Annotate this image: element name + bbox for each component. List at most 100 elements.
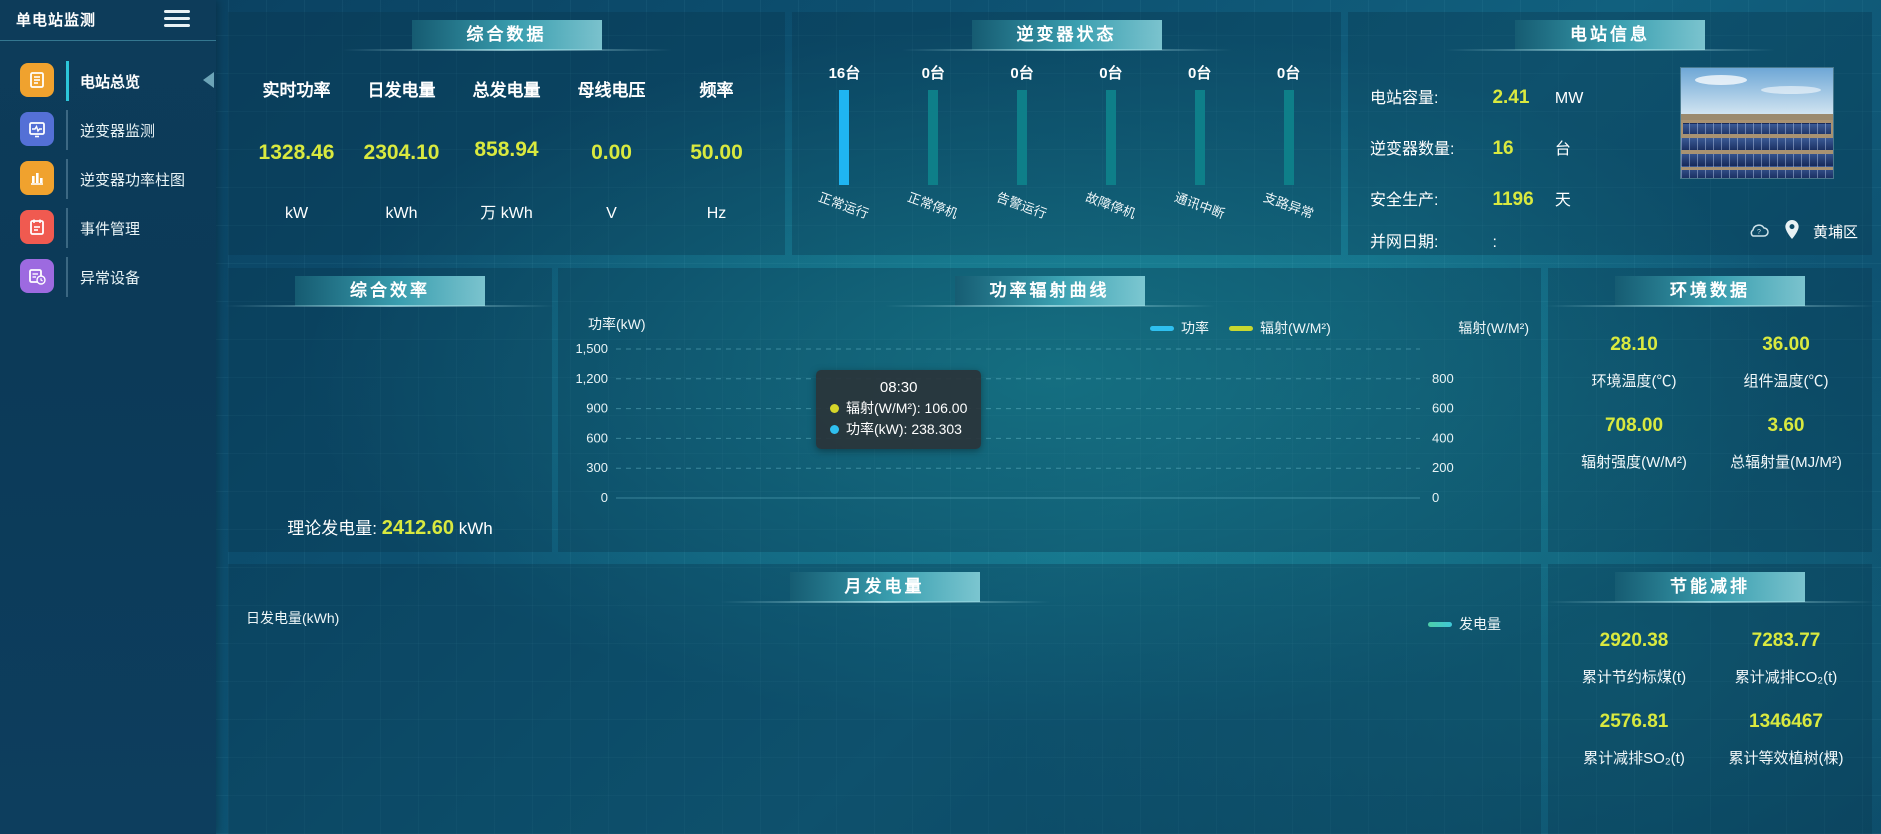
status-col-alarm: 0台 告警运行 xyxy=(978,62,1067,247)
metric-frequency: 频率 50.00 Hz xyxy=(664,64,769,241)
metric-co2-reduced: 7283.77 累计减排CO₂(t) xyxy=(1710,630,1862,687)
legend-item-radiation[interactable]: 辐射(W/M²) xyxy=(1229,318,1331,338)
legend-item-power[interactable]: 功率 xyxy=(1150,318,1209,338)
theory-value: 2412.60 xyxy=(381,517,455,539)
metric-label: 累计减排SO₂(t) xyxy=(1583,750,1685,767)
metric-unit: V xyxy=(606,205,617,222)
inverter-monitor-icon xyxy=(20,112,54,146)
power-bar-chart-icon xyxy=(20,161,54,195)
sidebar-collapse-arrow[interactable] xyxy=(203,72,214,88)
status-bar xyxy=(1017,90,1028,185)
status-count: 0台 xyxy=(1276,65,1301,82)
theoretical-generation-row: 理论发电量: 2412.60 kWh xyxy=(228,514,552,540)
monthly-generation-chart xyxy=(228,564,1541,834)
legend-swatch xyxy=(1229,325,1253,331)
panel-title: 月发电量 xyxy=(719,572,1050,603)
metric-coal-saved: 2920.38 累计节约标煤(t) xyxy=(1558,630,1710,687)
legend-label: 发电量 xyxy=(1459,616,1501,632)
safe-production-row: 安全生产: 1196 天 xyxy=(1370,186,1571,211)
metric-total-radiation: 3.60 总辐射量(MJ/M²) xyxy=(1710,415,1862,472)
panel-title: 电站信息 xyxy=(1445,20,1775,51)
sidebar-item-event-management[interactable]: 事件管理 xyxy=(0,205,216,251)
panel-title: 环境数据 xyxy=(1545,276,1875,307)
metric-unit: kWh xyxy=(385,205,418,222)
tooltip-radiation: 辐射(W/M²): 106.00 xyxy=(830,398,967,419)
metric-unit: 万 kWh xyxy=(480,205,533,222)
legend-label: 功率 xyxy=(1181,320,1209,336)
metric-label: 总发电量 xyxy=(472,81,541,100)
row-label: 安全生产: xyxy=(1370,192,1439,209)
panel-summary-data: 综合数据 实时功率 1328.46 kW 日发电量 2304.10 kWh 总发… xyxy=(228,12,785,255)
status-col-fault-stop: 0台 故障停机 xyxy=(1066,62,1155,247)
inverter-count-row: 逆变器数量: 16 台 xyxy=(1370,135,1571,160)
panel-inverter-status: 逆变器状态 16台 正常运行 0台 正常停机 0台 告警运行 0台 故障停机 xyxy=(792,12,1341,255)
row-label: 并网日期: xyxy=(1370,234,1439,251)
metric-radiation-intensity: 708.00 辐射强度(W/M²) xyxy=(1558,415,1710,472)
status-col-normal-stop: 0台 正常停机 xyxy=(889,62,978,247)
overview-doc-icon xyxy=(20,63,54,97)
status-count: 0台 xyxy=(1010,65,1034,82)
metric-value: 2576.81 xyxy=(1599,711,1669,732)
indicator-line xyxy=(66,257,68,297)
metric-label: 累计等效植树(棵) xyxy=(1728,750,1844,767)
metric-value: 7283.77 xyxy=(1751,630,1821,651)
panel-title: 功率辐射曲线 xyxy=(884,276,1215,307)
status-label: 故障停机 xyxy=(1083,189,1138,222)
metric-label: 母线电压 xyxy=(577,81,646,100)
tooltip-time: 08:30 xyxy=(879,379,918,396)
sidebar-item-inverter-monitor[interactable]: 逆变器监测 xyxy=(0,107,216,153)
panel-title: 综合效率 xyxy=(225,276,555,307)
panel-environment-data: 环境数据 28.10 环境温度(℃) 36.00 组件温度(℃) 708.00 … xyxy=(1545,268,1875,552)
svg-text:400: 400 xyxy=(1432,430,1454,445)
indicator-line xyxy=(66,208,68,248)
status-label: 支路异常 xyxy=(1261,189,1316,222)
status-bar xyxy=(1105,90,1116,185)
theory-unit: kWh xyxy=(458,519,493,538)
metric-value: 1346467 xyxy=(1749,711,1823,732)
panel-title: 综合数据 xyxy=(341,20,672,51)
location-pin-icon xyxy=(1785,220,1799,243)
metric-label: 累计减排CO₂(t) xyxy=(1734,669,1838,686)
metric-bus-voltage: 母线电压 0.00 V xyxy=(559,64,664,241)
station-footer: ? 黄埔区 xyxy=(1747,220,1858,243)
indicator-line xyxy=(66,110,68,150)
status-count: 0台 xyxy=(1188,65,1212,82)
panel-title: 逆变器状态 xyxy=(901,20,1232,51)
legend-item-generation[interactable]: 发电量 xyxy=(1428,614,1501,634)
chart-legend: 功率 辐射(W/M²) xyxy=(1150,318,1331,338)
metric-value: 0.00 xyxy=(591,141,632,164)
sidebar-item-label: 电站总览 xyxy=(80,74,141,91)
sidebar-item-inverter-power-bars[interactable]: 逆变器功率柱图 xyxy=(0,156,216,202)
metric-value: 858.94 xyxy=(474,138,539,161)
svg-text:600: 600 xyxy=(1432,401,1454,416)
metric-value: 28.10 xyxy=(1610,334,1658,355)
weather-icon[interactable]: ? xyxy=(1747,222,1771,242)
sidebar-item-label: 逆变器监测 xyxy=(80,123,156,140)
row-value: 16 xyxy=(1492,138,1514,159)
row-label: 逆变器数量: xyxy=(1370,141,1455,158)
bar-axis-title: 日发电量(kWh) xyxy=(246,610,340,626)
sidebar-item-abnormal-devices[interactable]: 异常设备 xyxy=(0,254,216,300)
power-radiation-chart: 0 0 300 200 600 400 900 600 1,200 800 1,500 xyxy=(575,341,1454,505)
status-bar xyxy=(1283,90,1294,185)
tooltip-power: 功率(kW): 238.303 xyxy=(830,419,967,440)
svg-text:1,200: 1,200 xyxy=(575,371,608,386)
status-count: 0台 xyxy=(921,65,945,82)
metric-label: 环境温度(℃) xyxy=(1591,373,1677,390)
efficiency-gauge xyxy=(228,296,552,536)
status-count: 16台 xyxy=(828,65,861,82)
indicator-line xyxy=(66,159,68,199)
panel-power-radiation-curve: 功率辐射曲线 功率(kW) 辐射(W/M²) 功率 辐射(W/M²) 0 0 300… xyxy=(558,268,1541,552)
metric-value: 1328.46 xyxy=(258,141,335,164)
status-count: 0台 xyxy=(1099,65,1123,82)
hamburger-menu-icon[interactable] xyxy=(164,10,190,31)
legend-swatch xyxy=(1428,621,1452,627)
panel-monthly-generation: 月发电量 日发电量(kWh) 发电量 xyxy=(228,564,1541,834)
status-col-comm-lost: 0台 通讯中断 xyxy=(1155,62,1244,247)
sidebar-item-station-overview[interactable]: 电站总览 xyxy=(0,58,216,104)
metric-realtime-power: 实时功率 1328.46 kW xyxy=(244,64,349,241)
metric-value: 36.00 xyxy=(1762,334,1810,355)
status-bar xyxy=(928,90,939,185)
active-indicator xyxy=(66,61,69,101)
svg-text:600: 600 xyxy=(586,430,608,445)
